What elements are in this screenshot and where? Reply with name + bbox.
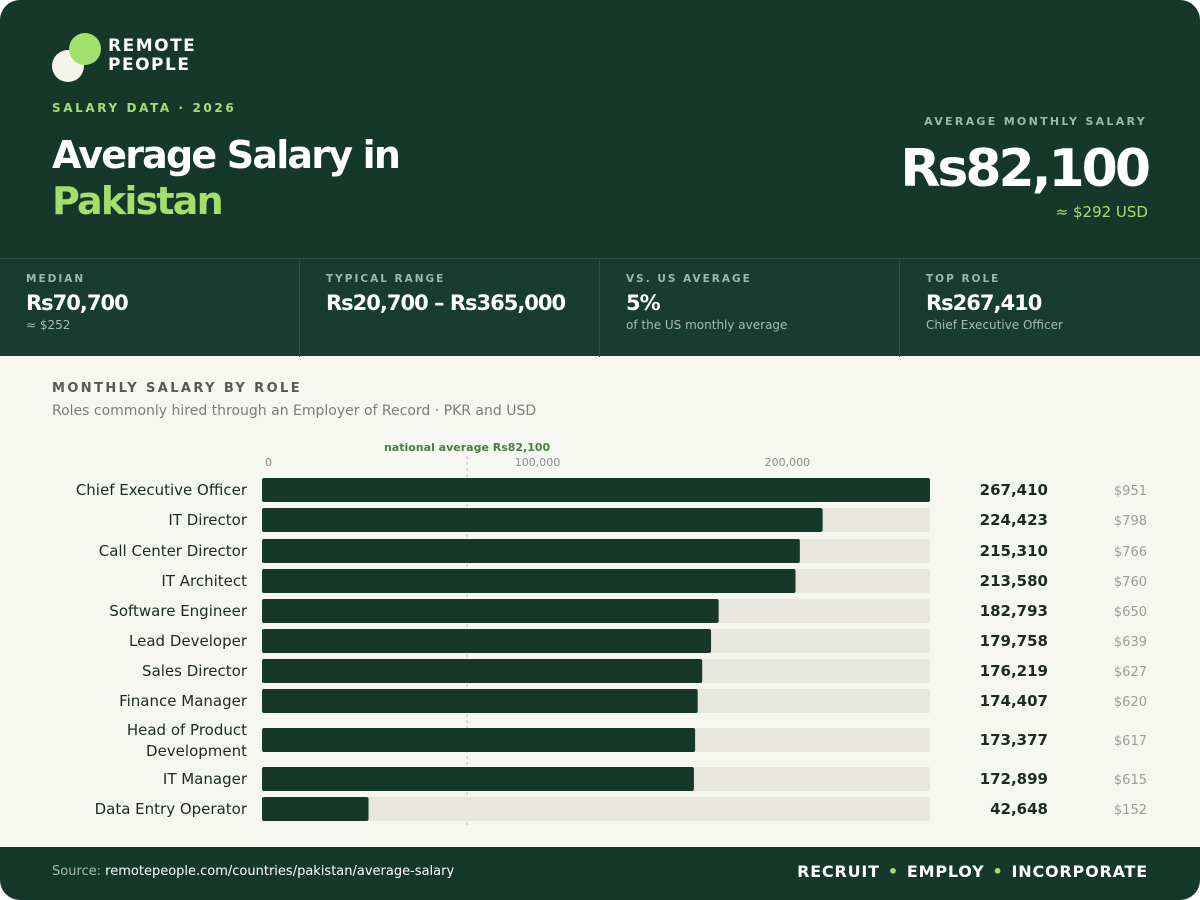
section-subtitle: Roles commonly hired through an Employer… — [52, 403, 537, 419]
value-label: 172,899 — [980, 770, 1048, 788]
footer: Source: remotepeople.com/countries/pakis… — [0, 847, 1200, 900]
stat-value: Rs20,700 – Rs365,000 — [326, 291, 566, 315]
header: REMOTE PEOPLE SALARY DATA · 2026 Average… — [0, 0, 1200, 258]
usd-label: $951 — [1114, 484, 1147, 499]
category-label: IT Manager — [163, 770, 248, 788]
page-title: Average Salary in Pakistan — [52, 132, 401, 224]
bar — [262, 629, 712, 653]
stat-value: Rs70,700 — [26, 291, 129, 315]
stat-value: Rs267,410 — [926, 291, 1042, 315]
stats-row: MEDIAN Rs70,700 ≈ $252 TYPICAL RANGE Rs2… — [0, 258, 1200, 357]
category-label: Software Engineer — [109, 602, 248, 620]
stat-sub: of the US monthly average — [626, 318, 788, 332]
tagline-incorporate: INCORPORATE — [1011, 862, 1148, 881]
value-label: 176,219 — [980, 662, 1048, 680]
value-label: 174,407 — [980, 692, 1048, 710]
stat-label: VS. US AVERAGE — [626, 273, 752, 285]
value-label: 42,648 — [990, 800, 1048, 818]
overlapping-circles-logo-icon — [52, 33, 101, 82]
stat-label: TYPICAL RANGE — [326, 273, 446, 285]
brand-logo[interactable]: REMOTE PEOPLE — [52, 32, 202, 84]
bar — [262, 508, 823, 532]
source-prefix: Source: — [52, 864, 102, 879]
usd-label: $766 — [1114, 545, 1147, 560]
stat-top-role: TOP ROLE Rs267,410 Chief Executive Offic… — [900, 259, 1200, 357]
avg-salary-value: Rs82,100 — [900, 139, 1151, 199]
category-label: Lead Developer — [129, 632, 248, 650]
stat-sub: ≈ $252 — [26, 318, 71, 332]
section-title: MONTHLY SALARY BY ROLE — [52, 381, 302, 396]
kicker: SALARY DATA · 2026 — [52, 101, 237, 115]
usd-label: $617 — [1114, 734, 1147, 749]
x-tick-label: 0 — [265, 456, 272, 469]
value-label: 215,310 — [980, 542, 1048, 560]
brand-line1: REMOTE — [108, 36, 197, 56]
tagline-separator: • — [992, 862, 1004, 881]
usd-label: $650 — [1114, 605, 1147, 620]
value-label: 179,758 — [980, 632, 1048, 650]
bar — [262, 767, 694, 791]
stat-vs-us: VS. US AVERAGE 5% of the US monthly aver… — [600, 259, 900, 357]
bar — [262, 689, 698, 713]
value-label: 224,423 — [980, 511, 1048, 529]
category-label: Sales Director — [142, 662, 248, 680]
bar — [262, 728, 696, 752]
avg-salary-usd: ≈ $292 USD — [1055, 203, 1148, 221]
avg-salary-label: AVERAGE MONTHLY SALARY — [924, 115, 1147, 128]
usd-label: $615 — [1114, 773, 1147, 788]
bar — [262, 569, 796, 593]
tagline-employ: EMPLOY — [906, 862, 985, 881]
category-label: Development — [146, 742, 247, 760]
usd-label: $639 — [1114, 635, 1147, 650]
stat-median: MEDIAN Rs70,700 ≈ $252 — [0, 259, 300, 357]
usd-label: $152 — [1114, 803, 1147, 818]
x-tick-label: 200,000 — [765, 456, 811, 469]
stat-label: MEDIAN — [26, 273, 86, 285]
bar — [262, 659, 703, 683]
title-line2: Pakistan — [52, 179, 224, 223]
category-label: Data Entry Operator — [95, 800, 248, 818]
category-label: IT Architect — [161, 572, 247, 590]
value-label: 182,793 — [980, 602, 1048, 620]
bar — [262, 599, 719, 623]
reference-line-label: national average Rs82,100 — [384, 441, 551, 454]
tagline-separator: • — [887, 862, 899, 881]
brand-line2: PEOPLE — [108, 55, 191, 75]
bar — [262, 478, 930, 502]
usd-label: $760 — [1114, 575, 1147, 590]
bar — [262, 797, 369, 821]
category-label: Finance Manager — [119, 692, 248, 710]
bar — [262, 539, 800, 563]
category-label: Chief Executive Officer — [76, 481, 248, 499]
category-label: Call Center Director — [99, 542, 248, 560]
stat-label: TOP ROLE — [926, 273, 1001, 285]
source-note: Source: remotepeople.com/countries/pakis… — [52, 864, 454, 879]
x-tick-label: 100,000 — [515, 456, 561, 469]
tagline-recruit: RECRUIT — [797, 862, 880, 881]
source-link[interactable]: remotepeople.com/countries/pakistan/aver… — [105, 864, 455, 879]
value-label: 173,377 — [980, 731, 1048, 749]
stat-value: 5% — [626, 291, 661, 315]
title-line1: Average Salary in — [52, 133, 401, 177]
category-label: IT Director — [168, 511, 247, 529]
category-label: Head of Product — [127, 721, 247, 739]
usd-label: $620 — [1114, 695, 1147, 710]
tagline: RECRUIT • EMPLOY • INCORPORATE — [797, 862, 1148, 881]
usd-label: $627 — [1114, 665, 1147, 680]
stat-sub: Chief Executive Officer — [926, 318, 1063, 332]
stat-typical-range: TYPICAL RANGE Rs20,700 – Rs365,000 — [300, 259, 600, 357]
usd-label: $798 — [1114, 514, 1147, 529]
salary-bar-chart: 0 100,000 200,000 national average Rs82,100… — [76, 441, 1147, 828]
value-label: 213,580 — [980, 572, 1048, 590]
brand-name: REMOTE PEOPLE — [108, 37, 196, 75]
value-label: 267,410 — [980, 481, 1048, 499]
bar-track — [262, 797, 930, 821]
